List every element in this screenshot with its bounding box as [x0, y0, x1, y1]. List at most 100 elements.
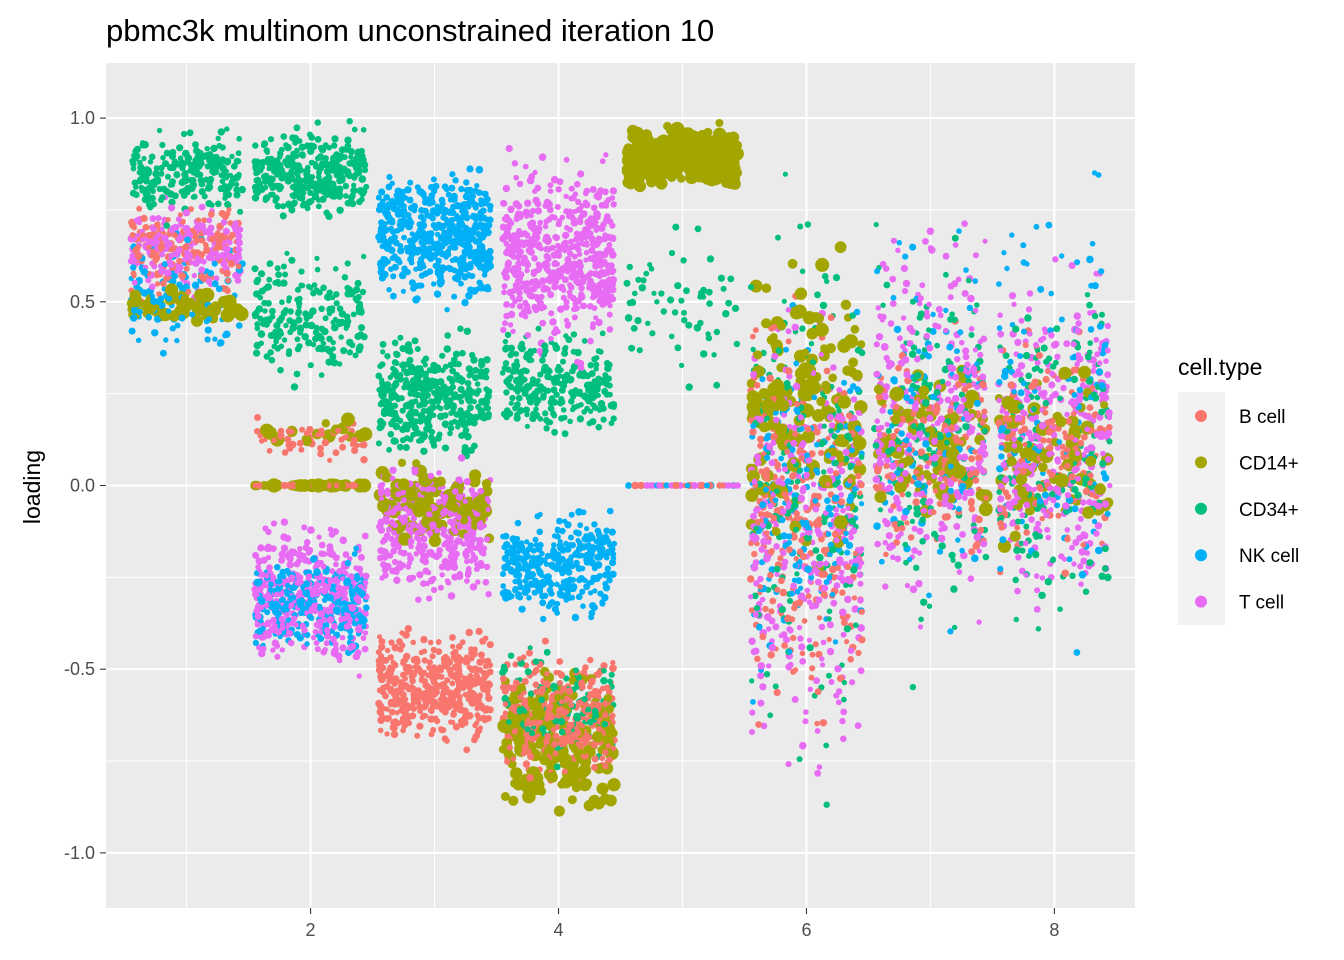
data-point [837, 498, 846, 506]
data-point [377, 634, 383, 640]
data-point [145, 314, 153, 321]
data-point [165, 217, 171, 223]
data-point [128, 327, 136, 335]
data-point [884, 457, 891, 464]
data-point [894, 555, 902, 563]
data-point [499, 223, 507, 231]
data-point [671, 309, 679, 316]
data-point [931, 437, 939, 446]
data-point [914, 355, 921, 363]
data-point [439, 352, 446, 359]
data-point [706, 300, 713, 307]
data-point [672, 223, 680, 231]
data-point [436, 431, 443, 438]
data-point [767, 712, 774, 719]
data-point [430, 646, 437, 654]
data-point [1022, 351, 1031, 360]
data-point [376, 237, 383, 244]
data-point [421, 657, 428, 664]
data-point [486, 641, 494, 649]
data-point [563, 675, 570, 682]
data-point [565, 321, 572, 328]
data-point [148, 283, 156, 291]
data-point [575, 508, 583, 516]
data-point [766, 374, 774, 382]
data-point [548, 310, 555, 317]
data-point [472, 366, 480, 374]
data-point [1014, 524, 1021, 531]
data-point [509, 394, 516, 402]
data-point [254, 321, 261, 328]
data-point [435, 639, 442, 645]
data-point [794, 571, 800, 577]
data-point [149, 215, 157, 222]
data-point [397, 246, 405, 255]
data-point [759, 683, 767, 691]
data-point [793, 555, 799, 562]
data-point [953, 523, 961, 530]
data-point [553, 805, 565, 817]
data-point [529, 292, 536, 300]
data-point [443, 345, 451, 353]
data-point [999, 408, 1005, 414]
data-point [430, 176, 437, 183]
data-point [407, 179, 414, 186]
data-point [1039, 575, 1046, 581]
data-point [959, 339, 965, 346]
data-point [857, 624, 865, 632]
data-point [412, 398, 419, 405]
data-point [153, 165, 160, 172]
data-point [632, 290, 638, 297]
data-point [609, 222, 616, 229]
data-point [945, 380, 952, 387]
data-point [1035, 434, 1041, 440]
data-point [943, 271, 949, 278]
data-point [485, 230, 492, 237]
data-point [418, 207, 425, 214]
data-point [590, 204, 598, 212]
data-point [223, 269, 231, 278]
data-point [391, 567, 398, 574]
data-point [296, 439, 304, 447]
data-point [579, 210, 588, 218]
data-point [524, 267, 530, 274]
data-point [785, 328, 792, 335]
data-point [316, 289, 323, 296]
data-point [298, 446, 305, 453]
data-point [813, 467, 820, 474]
data-point [847, 388, 854, 395]
data-point [573, 559, 580, 567]
data-point [797, 635, 804, 642]
data-point [568, 284, 575, 291]
data-point [956, 506, 962, 512]
data-point [606, 311, 613, 318]
data-point [915, 348, 922, 355]
data-point [512, 661, 519, 668]
data-point [593, 210, 601, 218]
data-point [321, 419, 330, 428]
data-point [179, 179, 186, 185]
data-point [284, 435, 292, 443]
data-point [522, 789, 536, 804]
data-point [307, 362, 314, 369]
data-point [816, 615, 823, 621]
data-point [1012, 372, 1018, 379]
data-point [314, 255, 320, 261]
data-point [574, 181, 581, 188]
data-point [1011, 301, 1017, 307]
data-point [1054, 458, 1062, 465]
data-point [895, 437, 901, 444]
data-point [814, 769, 822, 777]
data-point [786, 597, 794, 605]
data-point [782, 386, 793, 398]
data-point [539, 685, 546, 693]
data-point [1045, 534, 1052, 541]
data-point [809, 359, 817, 366]
data-point [282, 307, 289, 314]
data-point [934, 342, 940, 349]
data-point [1007, 358, 1014, 366]
data-point [887, 320, 895, 327]
data-point [410, 515, 417, 522]
data-point [254, 414, 261, 421]
data-point [329, 353, 337, 360]
